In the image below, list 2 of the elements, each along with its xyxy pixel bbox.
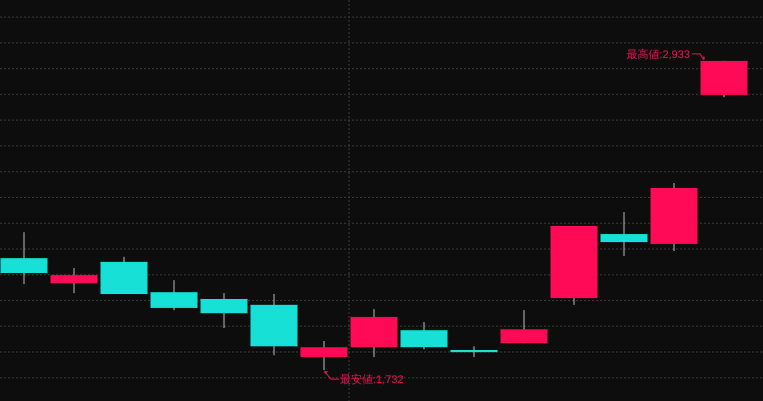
text: 最高値:2,933 [626, 48, 690, 61]
text: 最安値:1,732 [340, 373, 404, 386]
